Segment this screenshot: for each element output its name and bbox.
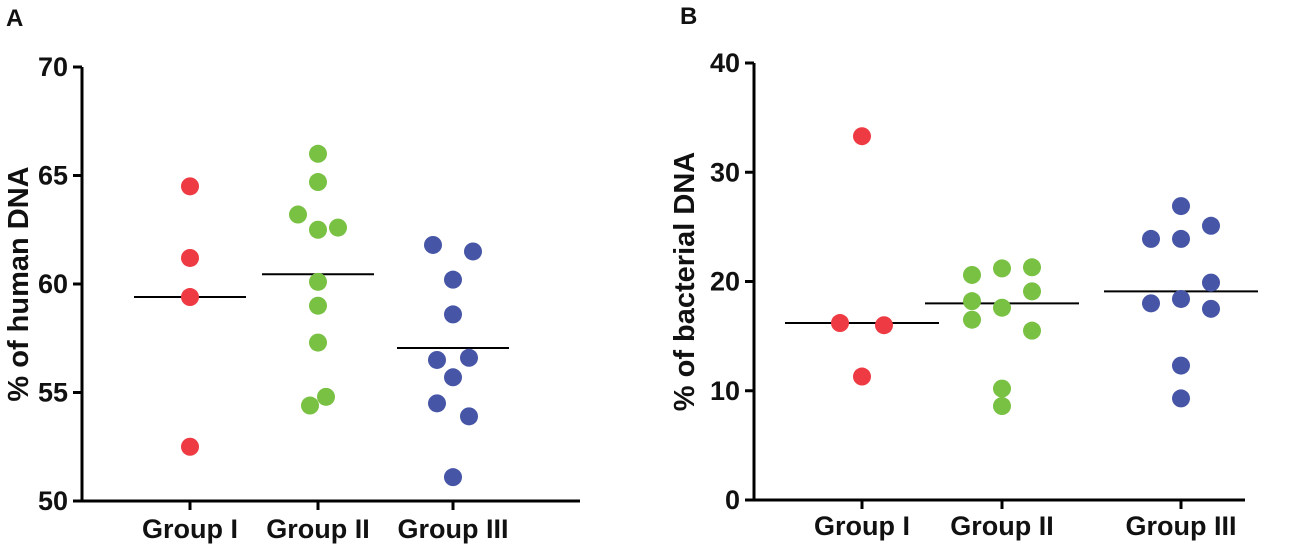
- data-point: [993, 379, 1011, 398]
- data-point: [1172, 356, 1190, 375]
- y-axis-title: % of bacterial DNA: [669, 152, 701, 411]
- y-tick-label: 30: [710, 157, 740, 187]
- chart-panel-a: A 50 55 60 65 70 Group I Group II Group III % of …: [3, 5, 580, 544]
- y-tick-label: 70: [38, 52, 68, 82]
- data-point: [424, 235, 442, 254]
- x-category-label: Group III: [1126, 511, 1237, 541]
- data-point: [1142, 229, 1160, 248]
- data-point: [444, 468, 462, 487]
- y-tick-label: 55: [38, 378, 68, 408]
- data-point: [289, 205, 307, 224]
- data-point: [309, 144, 327, 163]
- data-point: [1172, 289, 1190, 308]
- data-point: [1023, 321, 1041, 340]
- data-point: [309, 220, 327, 239]
- data-point: [853, 127, 871, 146]
- y-tick-label: 0: [725, 485, 740, 515]
- data-point: [301, 396, 319, 415]
- data-point: [853, 367, 871, 386]
- data-point: [309, 272, 327, 291]
- data-point: [1172, 197, 1190, 216]
- panel-label: A: [6, 5, 23, 32]
- data-point: [963, 310, 981, 329]
- x-category-label: Group II: [950, 511, 1054, 541]
- chart-panel-b: B 0 10 20 30 40 Group I Group II Group III % of b…: [669, 3, 1258, 541]
- data-point: [428, 394, 446, 413]
- data-point: [329, 218, 347, 237]
- x-category-label: Group II: [266, 514, 370, 544]
- data-point: [1202, 273, 1220, 292]
- data-point: [460, 348, 478, 367]
- data-point: [1142, 294, 1160, 313]
- data-point: [1202, 216, 1220, 235]
- data-point: [309, 296, 327, 315]
- data-point: [309, 333, 327, 352]
- data-point: [993, 298, 1011, 317]
- y-tick-label: 10: [710, 376, 740, 406]
- data-point: [428, 350, 446, 369]
- data-point: [181, 288, 199, 307]
- data-point: [963, 265, 981, 284]
- y-axis-title: % of human DNA: [3, 166, 35, 401]
- data-point: [317, 387, 335, 406]
- data-point: [993, 397, 1011, 416]
- data-point: [1202, 299, 1220, 318]
- data-point: [444, 270, 462, 289]
- y-tick-label: 60: [38, 269, 68, 299]
- x-category-label: Group I: [142, 514, 238, 544]
- data-point: [309, 173, 327, 192]
- y-tick-label: 65: [38, 161, 68, 191]
- data-point: [1172, 229, 1190, 248]
- y-tick-label: 20: [710, 267, 740, 297]
- y-tick-label: 40: [710, 48, 740, 78]
- x-category-label: Group I: [814, 511, 910, 541]
- y-tick-label: 50: [38, 486, 68, 516]
- data-point: [963, 292, 981, 311]
- data-point: [993, 259, 1011, 278]
- data-point: [1023, 258, 1041, 277]
- data-point: [460, 407, 478, 426]
- data-point: [181, 177, 199, 196]
- data-point: [1172, 389, 1190, 408]
- x-category-label: Group III: [398, 514, 509, 544]
- data-point: [444, 368, 462, 387]
- data-point: [464, 242, 482, 261]
- data-point: [181, 437, 199, 456]
- data-point: [181, 248, 199, 267]
- panel-label: B: [680, 3, 697, 30]
- data-point: [831, 314, 849, 333]
- data-point: [1023, 282, 1041, 301]
- data-point: [875, 316, 893, 335]
- data-point: [444, 305, 462, 324]
